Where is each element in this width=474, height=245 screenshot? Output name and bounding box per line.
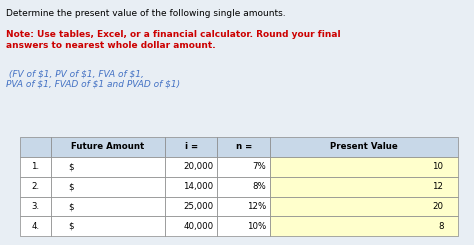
- FancyBboxPatch shape: [270, 217, 458, 236]
- Text: 12%: 12%: [246, 202, 266, 211]
- Text: Present Value: Present Value: [330, 142, 398, 151]
- Text: 25,000: 25,000: [183, 202, 213, 211]
- Text: $: $: [68, 182, 73, 191]
- Text: 20: 20: [432, 202, 443, 211]
- Text: 20,000: 20,000: [183, 162, 213, 171]
- FancyBboxPatch shape: [218, 137, 270, 157]
- Text: 1.: 1.: [31, 162, 40, 171]
- FancyBboxPatch shape: [51, 137, 165, 157]
- FancyBboxPatch shape: [51, 177, 165, 197]
- Text: Future Amount: Future Amount: [71, 142, 145, 151]
- Text: n =: n =: [236, 142, 252, 151]
- Text: 8: 8: [438, 222, 443, 231]
- Text: (FV of $1, PV of $1, FVA of $1,
PVA of $1, FVAD of $1 and PVAD of $1): (FV of $1, PV of $1, FVA of $1, PVA of $…: [6, 69, 180, 89]
- Text: 14,000: 14,000: [183, 182, 213, 191]
- FancyBboxPatch shape: [20, 137, 51, 157]
- Text: 4.: 4.: [31, 222, 40, 231]
- FancyBboxPatch shape: [270, 137, 458, 157]
- FancyBboxPatch shape: [270, 177, 458, 197]
- FancyBboxPatch shape: [165, 197, 218, 217]
- Text: $: $: [68, 222, 73, 231]
- Text: 8%: 8%: [252, 182, 266, 191]
- FancyBboxPatch shape: [218, 197, 270, 217]
- FancyBboxPatch shape: [20, 177, 51, 197]
- FancyBboxPatch shape: [51, 157, 165, 177]
- FancyBboxPatch shape: [20, 157, 51, 177]
- FancyBboxPatch shape: [51, 217, 165, 236]
- FancyBboxPatch shape: [20, 217, 51, 236]
- FancyBboxPatch shape: [20, 197, 51, 217]
- Text: $: $: [68, 162, 73, 171]
- FancyBboxPatch shape: [51, 197, 165, 217]
- Text: Note: Use tables, Excel, or a financial calculator. Round your final
answers to : Note: Use tables, Excel, or a financial …: [6, 30, 341, 50]
- FancyBboxPatch shape: [218, 217, 270, 236]
- FancyBboxPatch shape: [165, 137, 218, 157]
- Text: 3.: 3.: [31, 202, 40, 211]
- Text: Determine the present value of the following single amounts.: Determine the present value of the follo…: [6, 9, 286, 18]
- FancyBboxPatch shape: [270, 197, 458, 217]
- FancyBboxPatch shape: [165, 217, 218, 236]
- FancyBboxPatch shape: [270, 157, 458, 177]
- Text: 10%: 10%: [246, 222, 266, 231]
- FancyBboxPatch shape: [218, 157, 270, 177]
- Text: i =: i =: [184, 142, 198, 151]
- Text: $: $: [68, 202, 73, 211]
- FancyBboxPatch shape: [165, 157, 218, 177]
- Text: 12: 12: [432, 182, 443, 191]
- Text: 40,000: 40,000: [183, 222, 213, 231]
- Text: 2.: 2.: [31, 182, 40, 191]
- FancyBboxPatch shape: [218, 177, 270, 197]
- Text: 7%: 7%: [252, 162, 266, 171]
- Text: 10: 10: [432, 162, 443, 171]
- FancyBboxPatch shape: [165, 177, 218, 197]
